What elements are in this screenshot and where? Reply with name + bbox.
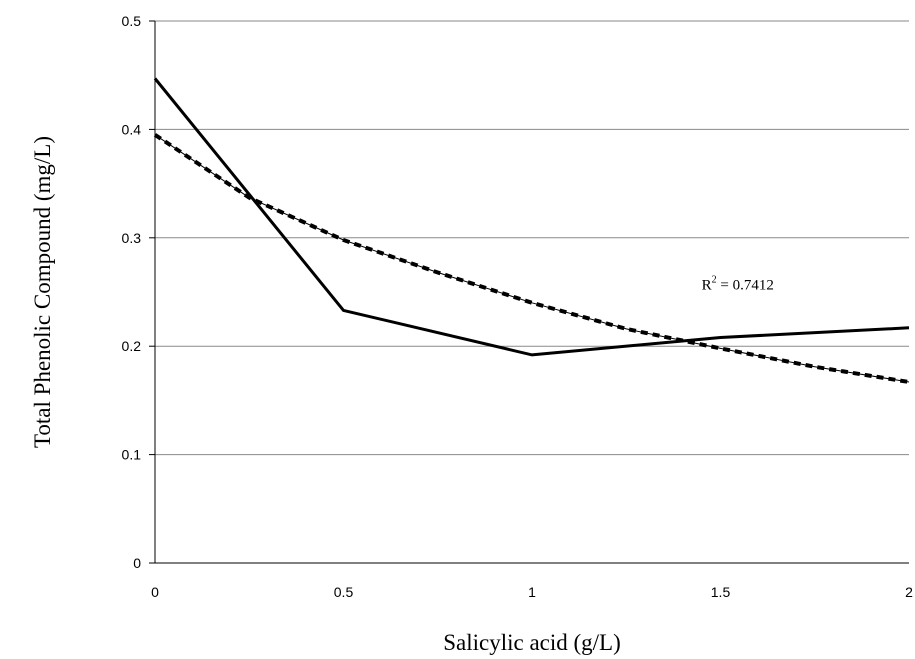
y-tick-label: 0.1 bbox=[122, 447, 142, 463]
trendline-dashed bbox=[153, 133, 910, 384]
trendline-thin bbox=[154, 134, 910, 383]
x-tick-label: 1 bbox=[528, 584, 536, 600]
gridlines bbox=[155, 20, 909, 456]
annotation-superscript: 2 bbox=[712, 274, 717, 285]
x-tick-label: 0 bbox=[151, 584, 159, 600]
x-tick-label: 0.5 bbox=[334, 584, 354, 600]
x-axis-title: Salicylic acid (g/L) bbox=[443, 630, 621, 655]
y-tick-label: 0 bbox=[133, 555, 141, 571]
annotation-value: = 0.7412 bbox=[717, 277, 774, 293]
axes bbox=[149, 20, 909, 564]
y-axis-title: Total Phenolic Compound (mg/L) bbox=[30, 136, 55, 448]
y-tick-label: 0.4 bbox=[122, 121, 142, 137]
y-tick-label: 0.3 bbox=[122, 230, 142, 246]
y-tick-label: 0.5 bbox=[122, 13, 142, 29]
x-tick-labels: 0 0.5 1 1.5 2 bbox=[151, 584, 913, 600]
data-series-line bbox=[153, 77, 910, 357]
series-layer bbox=[153, 77, 910, 384]
y-tick-label: 0.2 bbox=[122, 338, 142, 354]
x-tick-label: 2 bbox=[905, 584, 913, 600]
annotation-base: R bbox=[702, 277, 712, 293]
r-squared-annotation: R2 = 0.7412 bbox=[702, 274, 774, 293]
x-tick-label: 1.5 bbox=[711, 584, 731, 600]
y-tick-labels: 0 0.1 0.2 0.3 0.4 0.5 bbox=[122, 13, 142, 571]
